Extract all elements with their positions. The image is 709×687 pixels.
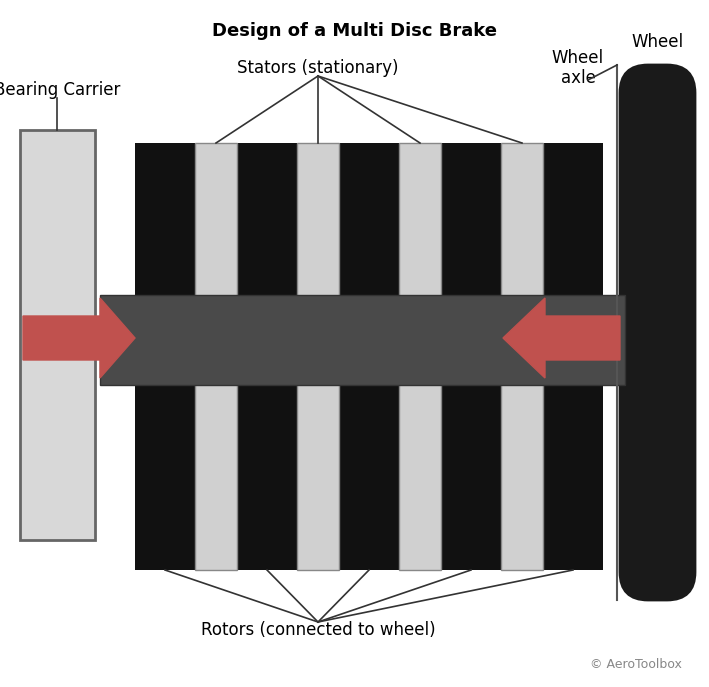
Text: Stators (stationary): Stators (stationary) [238,59,398,77]
Bar [501,143,543,570]
Bar [195,143,237,570]
Bar [20,130,95,540]
Text: Wheel: Wheel [632,33,684,51]
Bar [135,143,195,570]
Text: Design of a Multi Disc Brake: Design of a Multi Disc Brake [212,22,497,40]
Bar [237,143,297,570]
Text: Bearing Carrier: Bearing Carrier [0,81,121,99]
Text: © AeroToolbox: © AeroToolbox [590,659,682,671]
Polygon shape [503,298,620,378]
Bar [100,295,625,385]
Bar [543,143,603,570]
Bar [441,143,501,570]
Text: Rotors (connected to wheel): Rotors (connected to wheel) [201,621,435,639]
Text: Wheel
axle: Wheel axle [552,49,604,87]
Bar [339,143,399,570]
Bar [399,143,441,570]
Bar [297,143,339,570]
Polygon shape [23,298,135,378]
FancyBboxPatch shape [620,65,695,600]
